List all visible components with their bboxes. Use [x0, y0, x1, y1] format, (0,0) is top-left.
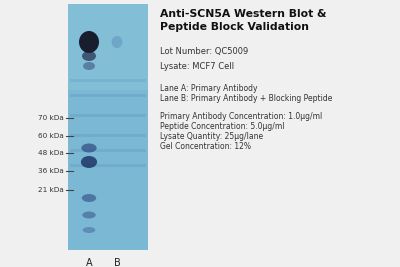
Text: Peptide Block Validation: Peptide Block Validation [160, 22, 309, 32]
Ellipse shape [83, 227, 95, 233]
Text: Lane B: Primary Antibody + Blocking Peptide: Lane B: Primary Antibody + Blocking Pept… [160, 94, 332, 103]
Ellipse shape [82, 194, 96, 202]
Bar [70, 149, 146, 152]
Text: Anti-SCN5A Western Blot &: Anti-SCN5A Western Blot & [160, 9, 326, 19]
Bar [70, 94, 146, 97]
Bar [70, 114, 146, 117]
Text: Lane A: Primary Antibody: Lane A: Primary Antibody [160, 84, 258, 93]
Bar [68, 4, 148, 250]
Text: Peptide Concentration: 5.0µg/ml: Peptide Concentration: 5.0µg/ml [160, 122, 284, 131]
Bar [68, 4, 148, 90]
Ellipse shape [81, 143, 97, 152]
Text: Primary Antibody Concentration: 1.0µg/ml: Primary Antibody Concentration: 1.0µg/ml [160, 112, 322, 121]
Bar [70, 79, 146, 82]
Text: A: A [86, 258, 92, 267]
Text: 21 kDa: 21 kDa [38, 187, 64, 193]
Text: 60 kDa: 60 kDa [38, 133, 64, 139]
Text: Lot Number: QC5009: Lot Number: QC5009 [160, 47, 248, 56]
Ellipse shape [81, 156, 97, 168]
Ellipse shape [82, 211, 96, 218]
Bar [70, 134, 146, 137]
Text: Lysate Quantity: 25µg/lane: Lysate Quantity: 25µg/lane [160, 132, 263, 141]
Text: 70 kDa: 70 kDa [38, 115, 64, 121]
Bar [70, 164, 146, 167]
Text: Lysate: MCF7 Cell: Lysate: MCF7 Cell [160, 62, 234, 71]
Text: B: B [114, 258, 120, 267]
Text: 36 kDa: 36 kDa [38, 168, 64, 174]
Text: 48 kDa: 48 kDa [38, 150, 64, 156]
Ellipse shape [79, 31, 99, 53]
Text: Gel Concentration: 12%: Gel Concentration: 12% [160, 142, 251, 151]
Ellipse shape [112, 36, 122, 48]
Ellipse shape [82, 51, 96, 61]
Ellipse shape [83, 62, 95, 70]
